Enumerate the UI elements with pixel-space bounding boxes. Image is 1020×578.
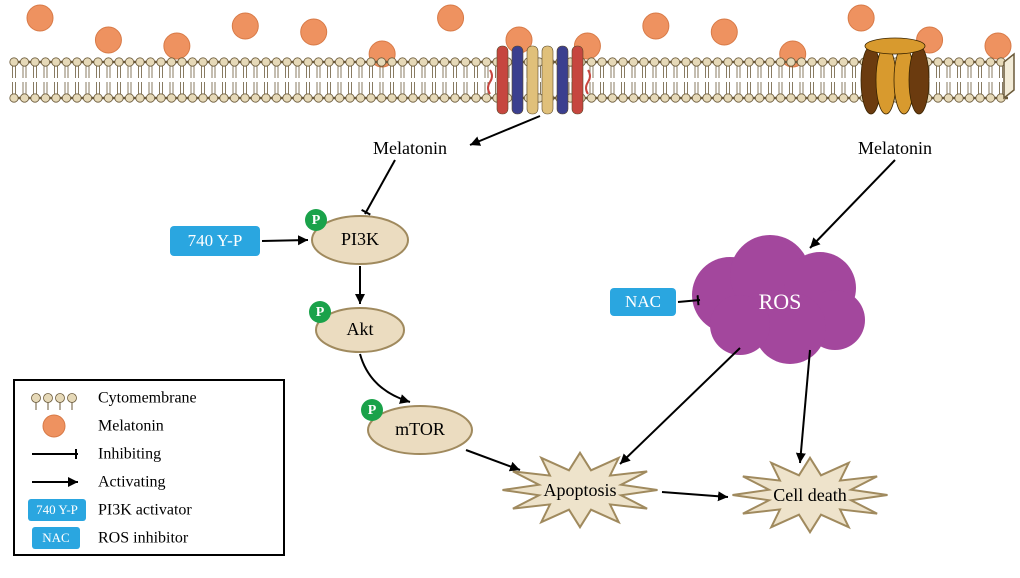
svg-text:ROS: ROS [759,289,802,314]
svg-text:P: P [368,403,377,418]
edge-apop-celldeath [662,492,728,497]
edge-ros-apop [620,348,740,464]
edge-740yp-pi3k [262,240,308,241]
receptor-2 [861,38,929,114]
svg-text:Apoptosis: Apoptosis [543,480,616,500]
legend-item [32,394,77,411]
edge-akt-mtor [360,354,410,402]
edge-ros-celldeath [800,350,810,463]
svg-text:ROS inhibitor: ROS inhibitor [98,530,189,547]
svg-text:Cell death: Cell death [773,485,846,505]
pi3k-node-label: PI3K [341,229,379,249]
melatonin-dot [164,33,190,59]
svg-text:Melatonin: Melatonin [98,418,164,435]
svg-text:Inhibiting: Inhibiting [98,446,161,463]
melatonin-dot [95,27,121,53]
mtor-node-label: mTOR [395,419,445,439]
svg-text:NAC: NAC [42,530,69,545]
edge-mel-ros [810,160,895,248]
akt-node-label: Akt [347,319,374,339]
melatonin-dot [232,13,258,39]
edge-mel-pi3k [365,160,395,214]
melatonin-label-right: Melatonin [858,138,932,158]
melatonin-dot [643,13,669,39]
svg-text:P: P [312,213,321,228]
edge-mtor-apop [466,450,520,470]
svg-text:740 Y-P: 740 Y-P [36,502,78,517]
melatonin-dot [438,5,464,31]
receptor-1 [488,46,590,114]
melatonin-label-left: Melatonin [373,138,447,158]
melatonin-dot [27,5,53,31]
svg-text:740 Y-P: 740 Y-P [188,231,243,250]
svg-text:Cytomembrane: Cytomembrane [98,390,197,407]
melatonin-dot [985,33,1011,59]
legend-item [43,415,65,437]
svg-text:P: P [316,305,325,320]
melatonin-dot [711,19,737,45]
edge-receptor1-mel [470,116,540,145]
melatonin-dot [848,5,874,31]
melatonin-dot [301,19,327,45]
svg-text:Activating: Activating [98,474,166,491]
svg-text:NAC: NAC [625,292,661,311]
svg-text:PI3K activator: PI3K activator [98,502,192,519]
